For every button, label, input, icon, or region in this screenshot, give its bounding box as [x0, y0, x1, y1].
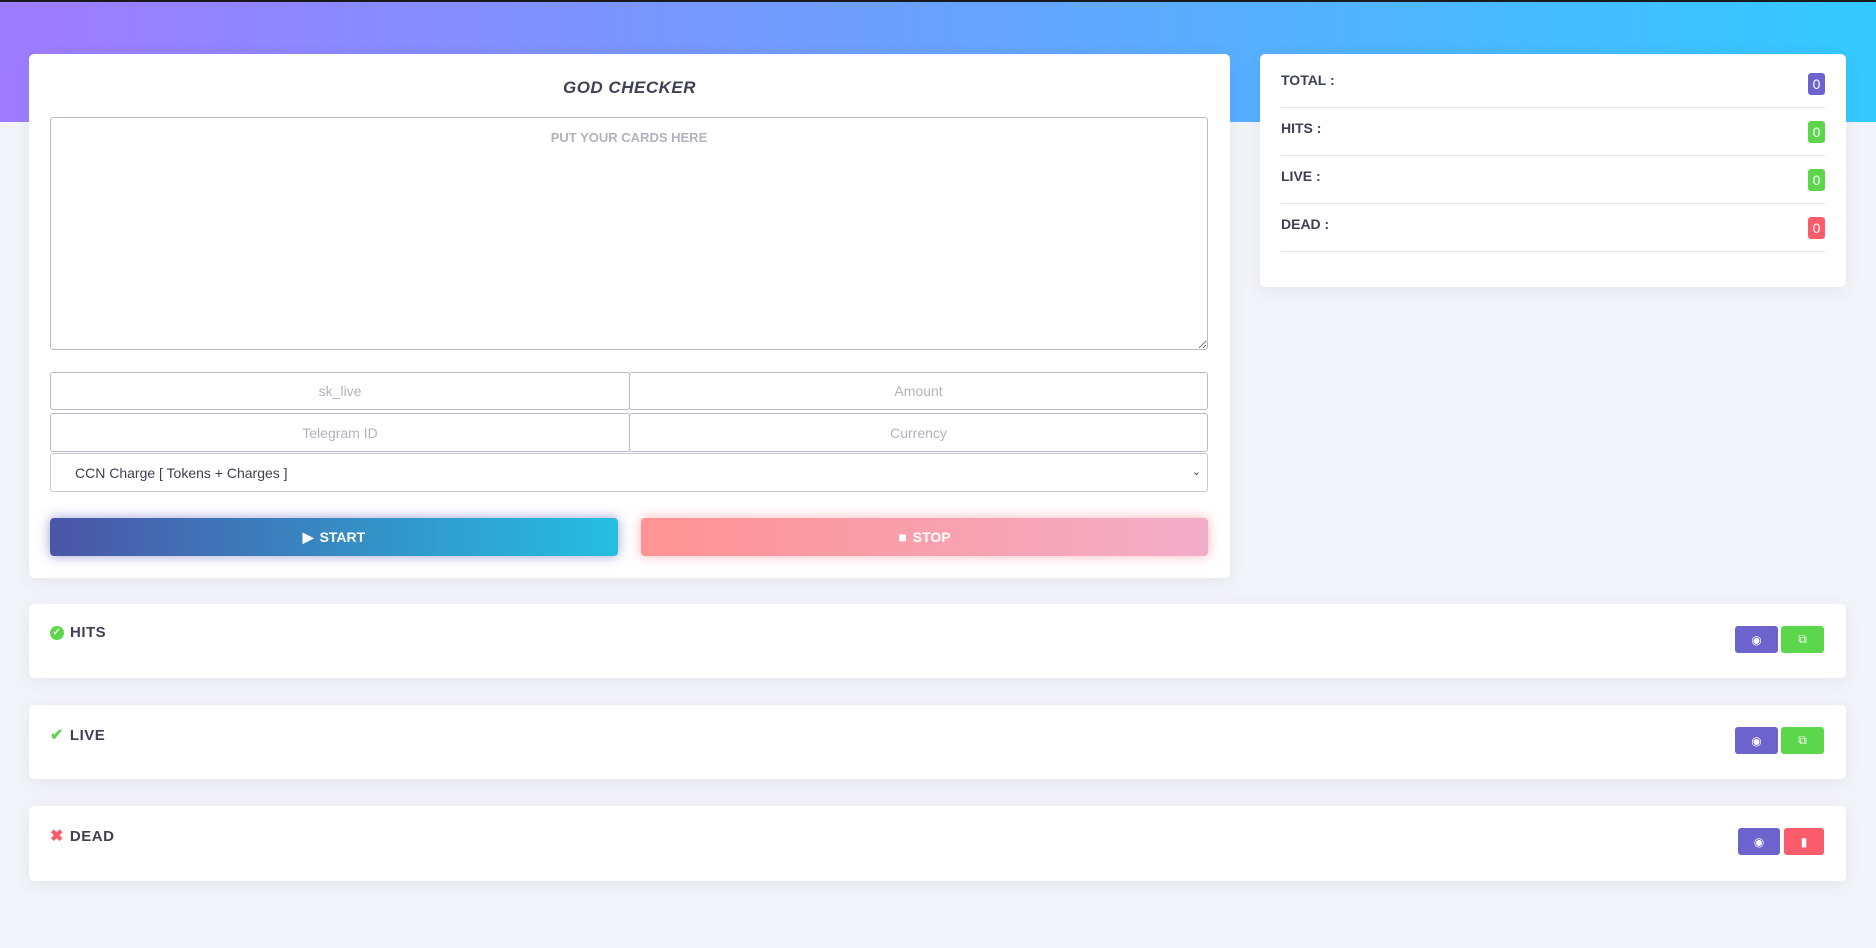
gate-select-value: CCN Charge [ Tokens + Charges ] — [75, 464, 288, 481]
start-label: START — [319, 529, 366, 545]
chevron-down-icon: ⌄ — [1191, 466, 1201, 478]
hits-section: ✓ HITS ◉ ⧉ — [29, 604, 1846, 678]
stat-badge: 0 — [1808, 73, 1825, 95]
eye-icon: ◉ — [1751, 632, 1762, 647]
stat-label: HITS : — [1281, 120, 1322, 136]
copy-icon: ⧉ — [1798, 733, 1807, 747]
check-circle-icon: ✓ — [50, 625, 64, 640]
play-icon: ▶ — [302, 528, 314, 545]
copy-hits-button[interactable]: ⧉ — [1781, 626, 1824, 653]
checker-card: GOD CHECKER CCN Charge [ Tokens + Charge… — [29, 54, 1230, 578]
live-section: ✔ LIVE ◉ ⧉ — [29, 705, 1846, 779]
stat-label: DEAD : — [1281, 216, 1330, 232]
stat-badge: 0 — [1808, 217, 1825, 239]
section-title: HITS — [70, 624, 107, 641]
view-dead-button[interactable]: ◉ — [1738, 828, 1780, 855]
stop-icon: ■ — [898, 529, 907, 545]
copy-icon: ⧉ — [1798, 632, 1807, 646]
stat-total: TOTAL : 0 — [1281, 60, 1825, 108]
stop-button[interactable]: ■ STOP — [641, 518, 1208, 556]
section-title: DEAD — [69, 827, 115, 845]
currency-input[interactable] — [629, 413, 1208, 452]
stat-badge: 0 — [1808, 169, 1825, 191]
start-button[interactable]: ▶ START — [50, 518, 618, 556]
stat-hits: HITS : 0 — [1281, 108, 1825, 156]
delete-dead-button[interactable]: ▮ — [1784, 828, 1824, 855]
dead-section: ✖ DEAD ◉ ▮ — [29, 806, 1846, 881]
stat-dead: DEAD : 0 — [1281, 204, 1825, 252]
stat-live: LIVE : 0 — [1281, 156, 1825, 204]
sk-input[interactable] — [50, 372, 630, 410]
section-title: LIVE — [69, 726, 106, 744]
view-hits-button[interactable]: ◉ — [1735, 626, 1778, 653]
trash-icon: ▮ — [1800, 834, 1808, 849]
copy-live-button[interactable]: ⧉ — [1781, 727, 1824, 754]
eye-icon: ◉ — [1751, 733, 1762, 748]
amount-input[interactable] — [629, 372, 1208, 410]
stats-card: TOTAL : 0 HITS : 0 LIVE : 0 DEAD : 0 — [1260, 54, 1846, 287]
cards-input[interactable] — [50, 117, 1208, 350]
stop-label: STOP — [912, 529, 951, 545]
stat-label: LIVE : — [1281, 168, 1321, 184]
check-icon: ✔ — [50, 727, 64, 744]
view-live-button[interactable]: ◉ — [1735, 727, 1778, 754]
eye-icon: ◉ — [1753, 834, 1765, 849]
x-icon: ✖ — [50, 828, 64, 845]
stat-label: TOTAL : — [1281, 72, 1335, 88]
stat-badge: 0 — [1808, 121, 1825, 143]
gate-select[interactable]: CCN Charge [ Tokens + Charges ] ⌄ — [50, 453, 1208, 492]
page-title: GOD CHECKER — [562, 78, 696, 97]
top-border — [0, 0, 1876, 2]
telegram-id-input[interactable] — [50, 413, 630, 452]
